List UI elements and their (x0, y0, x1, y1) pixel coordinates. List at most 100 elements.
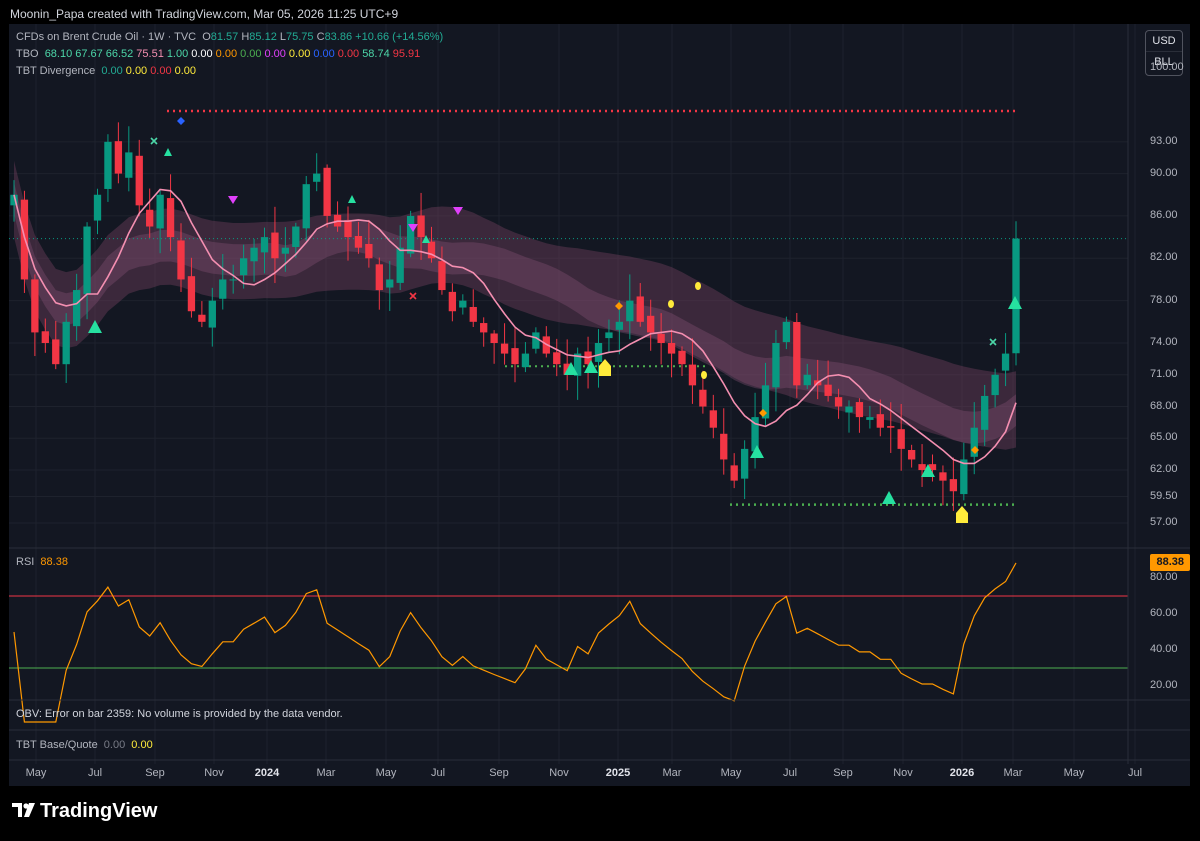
buy-triangle-icon (164, 148, 172, 156)
candle-body (730, 465, 738, 481)
candle-body (177, 240, 185, 280)
main-legend[interactable]: CFDs on Brent Crude Oil · 1W · TVC O81.5… (16, 31, 446, 43)
tradingview-logo: TradingView (12, 800, 157, 823)
candle (427, 226, 436, 263)
candle-body (532, 332, 540, 349)
candle (52, 320, 60, 370)
candle (156, 189, 164, 254)
candle (72, 273, 81, 341)
open-label: O (202, 31, 211, 43)
price-axis-tick: 78.00 (1150, 293, 1178, 306)
candle-body (845, 406, 853, 413)
candle (960, 442, 968, 501)
unit-label: BLL (1154, 56, 1174, 68)
tbo-value: 0.00 (191, 48, 213, 60)
candle-body (198, 314, 206, 322)
candle-body (897, 429, 905, 449)
candle (20, 190, 29, 293)
candle (803, 363, 811, 390)
price-axis-tick: 86.00 (1150, 208, 1178, 221)
time-axis-tick: Sep (833, 767, 853, 779)
tbt-base-quote-legend[interactable]: TBT Base/Quote 0.00 0.00 (16, 739, 156, 751)
candle-body (156, 194, 164, 229)
candle (907, 444, 916, 468)
candle-body (83, 226, 91, 295)
candle-body (52, 339, 60, 365)
candle-body (219, 279, 227, 299)
candle (500, 323, 509, 365)
candle-body (855, 402, 864, 418)
candle (386, 260, 394, 311)
grid-lines (9, 24, 1136, 764)
candle (292, 222, 300, 258)
candle-body (887, 426, 895, 428)
tbt-divergence-value: 0.00 (174, 65, 197, 77)
candle (688, 338, 697, 404)
candle-body (365, 243, 373, 259)
candle-body (647, 315, 655, 333)
chart-frame (9, 24, 1190, 786)
chart-canvas[interactable] (9, 24, 1190, 786)
currency-unit-selector[interactable]: USD BLL (1145, 30, 1183, 76)
candle (365, 219, 373, 268)
buy-triangle-icon (921, 464, 935, 477)
candle (511, 328, 519, 383)
candle-body (500, 343, 509, 354)
candle (41, 318, 49, 353)
diamond-signal-icon (759, 409, 767, 417)
candle-body (1001, 353, 1010, 371)
tbo-value: 0.00 (337, 48, 360, 60)
diamond-signal-icon (615, 302, 623, 310)
candle (10, 180, 18, 222)
candle (313, 153, 321, 192)
candle (667, 329, 676, 378)
tbo-value: 58.74 (362, 48, 390, 60)
candle-body (417, 215, 425, 238)
pane-separators (9, 24, 1190, 764)
time-axis-tick: May (25, 767, 47, 779)
rsi-legend[interactable]: RSI 88.38 (16, 556, 71, 568)
candle (344, 206, 352, 261)
candle-body (396, 247, 404, 283)
close-label: C (316, 31, 325, 43)
candle-body (166, 198, 175, 238)
tbt-base-quote-v2: 0.00 (131, 739, 153, 751)
candle-body (208, 300, 216, 328)
candle-body (824, 384, 832, 396)
sell-triangle-icon (453, 207, 463, 215)
candle-body (260, 237, 269, 253)
tbo-value: 67.67 (75, 48, 103, 60)
divergence-dot-icon (701, 371, 707, 379)
diamond-signal-icon (177, 117, 185, 125)
candle (354, 221, 363, 254)
candle (553, 338, 561, 377)
candle (855, 398, 864, 433)
time-axis-tick: Jul (430, 767, 446, 779)
candle-body (135, 155, 143, 206)
candle-body (323, 167, 331, 216)
candle (114, 122, 123, 184)
price-axis-tick: 93.00 (1150, 134, 1178, 147)
tbo-value: 75.51 (136, 48, 164, 60)
candle-body (803, 374, 811, 386)
price-axis-tick: 62.00 (1150, 463, 1178, 476)
candle (448, 283, 457, 322)
tbo-legend[interactable]: TBO 68.10 67.67 66.52 75.51 1.00 0.00 0.00 0.00… (16, 48, 423, 60)
candle (991, 368, 999, 408)
candle-body (229, 279, 237, 281)
candle-body (866, 417, 874, 420)
candle (626, 274, 634, 340)
tbt-divergence-legend[interactable]: TBT Divergence 0.00 0.00 0.00 0.00 (16, 65, 199, 77)
candle-body (720, 433, 728, 460)
candle-body (573, 353, 582, 376)
candle (417, 192, 425, 260)
candle-body (114, 141, 123, 174)
candle-body (292, 226, 300, 248)
rsi-line (13, 562, 1017, 723)
screenshot-header: Moonin_Papa created with TradingView.com… (10, 7, 399, 21)
candle (761, 362, 770, 426)
tbo-value: 0.00 (264, 48, 286, 60)
time-axis-tick: Mar (662, 767, 682, 779)
candle-body (553, 352, 561, 365)
tbt-base-quote-name: TBT Base/Quote (16, 739, 98, 751)
